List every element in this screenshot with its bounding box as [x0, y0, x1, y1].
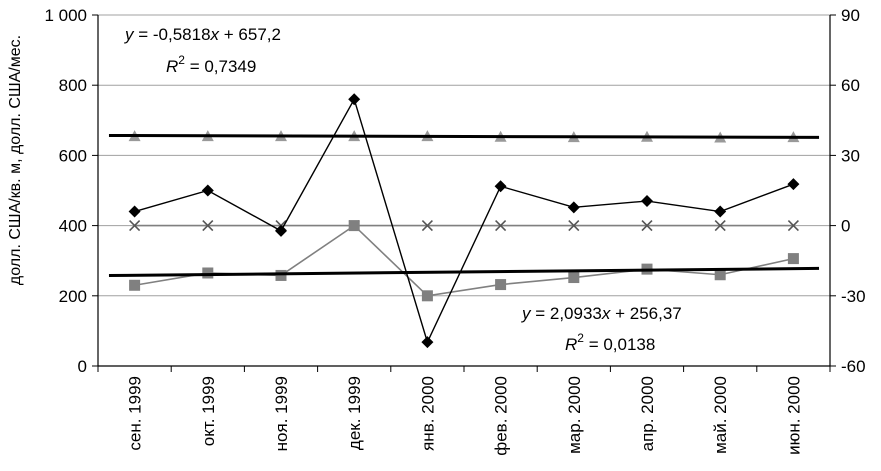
x-tick-label: июн. 2000 — [784, 376, 803, 455]
cross-marker — [129, 220, 141, 232]
square-series-line — [134, 224, 794, 297]
diamond-marker — [421, 336, 434, 349]
square-marker — [568, 272, 580, 284]
x-tick-label: май. 2000 — [711, 376, 730, 454]
cross-marker — [421, 220, 433, 232]
y-left-tick-label: 0 — [78, 357, 87, 376]
cross-marker — [568, 220, 580, 232]
y-left-tick-label: 600 — [59, 146, 87, 165]
x-tick-label: дек. 1999 — [345, 376, 364, 450]
trendline-1 — [108, 133, 820, 139]
diamond-marker — [275, 224, 287, 237]
trendline-2-r2: R2 = 0,0138 — [565, 331, 655, 354]
square-marker — [275, 269, 287, 281]
cross-marker — [202, 220, 214, 232]
y-right-tick-label: 0 — [841, 217, 850, 236]
x-tick-label: мар. 2000 — [565, 376, 584, 454]
trendline-2-equation: y = 2,0933x + 256,37 — [521, 304, 682, 323]
diamond-marker — [567, 201, 580, 214]
square-marker — [714, 269, 726, 281]
x-tick-label: окт. 1999 — [199, 376, 218, 446]
trendline-1-equation: y = -0,5818x + 657,2 — [124, 25, 281, 44]
square-marker — [495, 279, 507, 291]
y-right-tick-label: -60 — [841, 357, 866, 376]
y-axis-title: долл. США/кв. м, долл. США/мес. — [7, 35, 24, 285]
diamond-marker — [714, 205, 727, 218]
diamond-marker — [201, 184, 214, 197]
x-tick-label: янв. 2000 — [418, 376, 437, 451]
y-left-tick-label: 400 — [59, 217, 87, 236]
y-right-tick-label: 30 — [841, 146, 860, 165]
y-left-tick-label: 800 — [59, 76, 87, 95]
trendline-2 — [108, 266, 820, 278]
x-tick-label: фев. 2000 — [492, 376, 511, 456]
square-marker — [421, 290, 433, 302]
y-right-tick-label: -30 — [841, 287, 866, 306]
diamond-marker — [494, 180, 507, 193]
x-tick-label: апр. 2000 — [638, 376, 657, 451]
x-tick-label: сен. 1999 — [126, 376, 145, 451]
cross-marker — [787, 220, 799, 232]
square-marker — [348, 220, 360, 232]
cross-marker — [714, 220, 726, 232]
square-marker — [787, 253, 799, 265]
diamond-marker — [787, 178, 800, 191]
cross-marker — [641, 220, 653, 232]
y-left-tick-label: 1 000 — [44, 6, 87, 25]
trendline-1-r2: R2 = 0,7349 — [166, 53, 256, 76]
y-left-tick-label: 200 — [59, 287, 87, 306]
y-right-tick-label: 60 — [841, 76, 860, 95]
square-marker — [129, 279, 141, 291]
diamond-marker — [128, 205, 141, 218]
cross-marker — [495, 220, 507, 232]
diamond-series-line — [134, 97, 794, 345]
y-right-tick-label: 90 — [841, 6, 860, 25]
plot-layer: 0 200 400 600 800 1 000 -60 -30 0 30 60 90 сен. 1999… — [44, 6, 865, 456]
x-tick-label: ноя. 1999 — [272, 376, 291, 451]
diamond-marker — [348, 93, 361, 106]
diamond-marker — [641, 195, 653, 208]
square-marker — [202, 267, 214, 279]
